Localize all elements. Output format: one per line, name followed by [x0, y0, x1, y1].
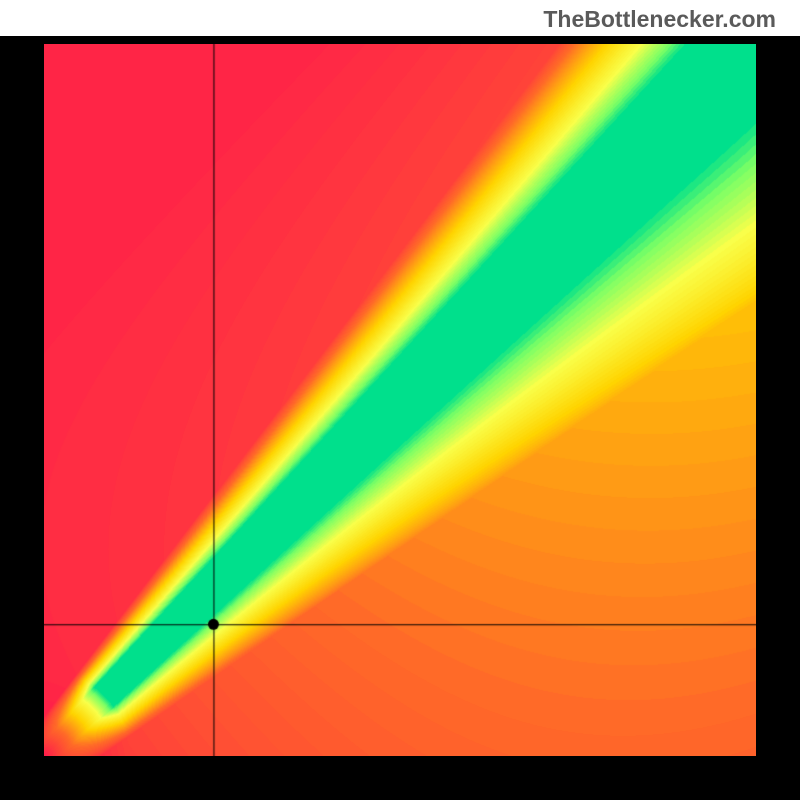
attribution-text: TheBottlenecker.com [543, 6, 776, 33]
plot-frame [0, 36, 800, 800]
bottleneck-heatmap [44, 44, 756, 756]
